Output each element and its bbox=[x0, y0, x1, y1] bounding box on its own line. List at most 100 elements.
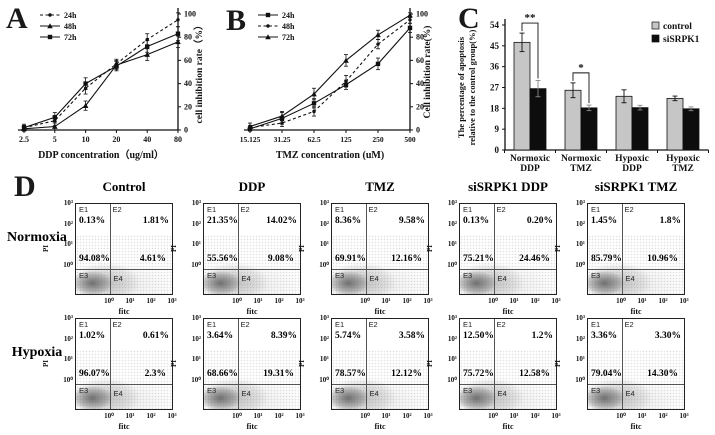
flow-y-tick-label: 10¹ bbox=[63, 355, 73, 364]
flow-y-tick-label: 10⁰ bbox=[575, 375, 585, 384]
quadrant-label-e4: E4 bbox=[625, 274, 635, 284]
y-tick-label: 54 bbox=[490, 20, 500, 30]
flow-plot: E1 E2 E3 E4 3.36% 3.30% 79.04% 14.30% bbox=[587, 318, 685, 410]
flow-x-tick-label: 10³ bbox=[423, 412, 433, 420]
bar-siSRPK1 bbox=[580, 107, 598, 151]
flow-col-header: Control bbox=[102, 179, 146, 194]
flow-x-tick-label: 10³ bbox=[679, 412, 689, 420]
quadrant-label-e3: E3 bbox=[463, 385, 473, 395]
quadrant-pct-e1: 0.13% bbox=[79, 215, 106, 226]
marker-square bbox=[21, 125, 27, 130]
flow-row-label: Hypoxia bbox=[11, 345, 63, 360]
flow-x-tick-label: 10¹ bbox=[509, 297, 519, 305]
flow-x-tick-label: 10¹ bbox=[637, 412, 647, 420]
flow-y-tick-label: 10³ bbox=[191, 199, 201, 207]
quadrant-pct-e4: 12.58% bbox=[519, 369, 550, 380]
marker-square bbox=[83, 81, 88, 86]
flow-y-tick-label: 10³ bbox=[447, 314, 457, 322]
legend-label: control bbox=[663, 22, 692, 32]
sig-bracket bbox=[572, 72, 590, 104]
series-line-72h bbox=[249, 14, 411, 128]
quadrant-pct-e2: 9.58% bbox=[398, 215, 425, 226]
quadrant-pct-e2: 1.2% bbox=[531, 330, 553, 341]
flow-x-tick-label: 10⁰ bbox=[232, 297, 242, 305]
flow-y-tick-label: 10⁰ bbox=[63, 260, 73, 269]
quadrant-label-e2: E2 bbox=[112, 320, 122, 329]
y-tick-label: 36 bbox=[490, 62, 500, 72]
quadrant-pct-e1: 5.74% bbox=[335, 330, 362, 341]
flow-row-label: Normoxia bbox=[7, 230, 67, 245]
quadrant-pct-e3: 68.66% bbox=[207, 369, 238, 380]
flow-y-tick-label: 10² bbox=[447, 219, 457, 228]
quadrant-vline bbox=[493, 319, 495, 409]
y-tick-label: 18 bbox=[490, 103, 500, 113]
marker-square bbox=[114, 64, 119, 69]
flow-y-tick-label: 10¹ bbox=[447, 240, 457, 249]
flow-x-tick-label: 10¹ bbox=[637, 297, 647, 305]
sig-label: ** bbox=[525, 12, 537, 24]
category-label: TMZ bbox=[570, 164, 592, 174]
x-axis-label: DDP concentration（ug/ml） bbox=[38, 148, 164, 161]
flow-x-tick-label: 10³ bbox=[167, 412, 177, 420]
flow-x-tick-label: 10² bbox=[530, 412, 540, 420]
series-line-24h bbox=[23, 19, 179, 129]
flow-y-tick-label: 10⁰ bbox=[447, 375, 457, 384]
quadrant-label-e3: E3 bbox=[79, 385, 89, 395]
quadrant-label-e3: E3 bbox=[591, 385, 601, 395]
quadrant-pct-e2: 1.81% bbox=[142, 215, 169, 226]
flow-col-header: TMZ bbox=[365, 179, 395, 194]
y-tick-label: 9 bbox=[495, 124, 500, 134]
flow-plot: E1 E2 E3 E4 5.74% 3.58% 78.57% 12.12% bbox=[331, 318, 429, 410]
quadrant-label-e3: E3 bbox=[207, 270, 217, 280]
quadrant-label-e2: E2 bbox=[496, 320, 506, 329]
panel-d-label: D bbox=[14, 170, 36, 203]
y-tick-label: 40 bbox=[184, 79, 192, 88]
flow-x-tick-label: 10³ bbox=[167, 297, 177, 305]
quadrant-pct-e3: 96.07% bbox=[79, 369, 110, 380]
marker-square bbox=[175, 31, 181, 36]
flow-col-header: siSRPK1 TMZ bbox=[594, 179, 678, 194]
x-tick-label: 500 bbox=[404, 135, 416, 144]
x-tick-label: 15.125 bbox=[240, 135, 261, 144]
flow-y-tick-label: 10¹ bbox=[63, 240, 73, 249]
flow-y-axis-label: PI bbox=[42, 360, 50, 367]
flow-x-tick-label: 10² bbox=[274, 297, 284, 305]
y-axis-label: The percentage of apoptosis bbox=[456, 36, 466, 138]
quadrant-pct-e1: 1.45% bbox=[591, 215, 618, 226]
flow-y-axis-label: PI bbox=[170, 245, 178, 252]
sig-bracket bbox=[521, 22, 539, 79]
flow-x-tick-label: 10¹ bbox=[125, 297, 135, 305]
quadrant-label-e2: E2 bbox=[240, 205, 250, 214]
y-axis-label: Cell inhibition rate(%) bbox=[422, 26, 433, 119]
bar-control bbox=[615, 95, 633, 151]
marker-dot bbox=[312, 109, 316, 114]
bar-control bbox=[513, 41, 531, 151]
flow-y-tick-label: 10³ bbox=[63, 314, 73, 322]
y-tick-label: 100 bbox=[184, 10, 196, 19]
quadrant-label-e4: E4 bbox=[497, 389, 507, 399]
quadrant-label-e4: E4 bbox=[497, 274, 507, 284]
flow-y-tick-label: 10¹ bbox=[575, 240, 585, 249]
quadrant-pct-e2: 3.58% bbox=[398, 330, 425, 341]
quadrant-pct-e1: 8.36% bbox=[335, 215, 362, 226]
chart-svg-C: 0 9 18 27 36 45 54 The percentage of apoptosis r… bbox=[456, 12, 709, 174]
category-label: TMZ bbox=[672, 164, 694, 174]
quadrant-label-e4: E4 bbox=[241, 274, 251, 284]
quadrant-vline bbox=[365, 319, 367, 409]
quadrant-label-e3: E3 bbox=[79, 270, 89, 280]
flow-x-tick-label: 10⁰ bbox=[104, 412, 114, 420]
quadrant-pct-e1: 3.36% bbox=[591, 330, 618, 341]
flow-y-axis-label: PI bbox=[426, 245, 434, 252]
flow-y-tick-label: 10⁰ bbox=[191, 375, 201, 384]
y-tick-label: 0 bbox=[416, 126, 420, 135]
marker-triangle bbox=[343, 57, 349, 63]
flow-x-tick-label: 10⁰ bbox=[360, 297, 370, 305]
quadrant-hline bbox=[460, 384, 556, 386]
panel-b-label: B bbox=[226, 4, 247, 37]
quadrant-pct-e4: 2.3% bbox=[144, 369, 166, 380]
quadrant-vline bbox=[109, 204, 111, 294]
flow-x-tick-label: 10⁰ bbox=[104, 297, 114, 305]
y-tick-label: 80 bbox=[416, 33, 424, 42]
legend-label: 48h bbox=[282, 22, 295, 31]
y-tick-label: 0 bbox=[495, 145, 500, 155]
